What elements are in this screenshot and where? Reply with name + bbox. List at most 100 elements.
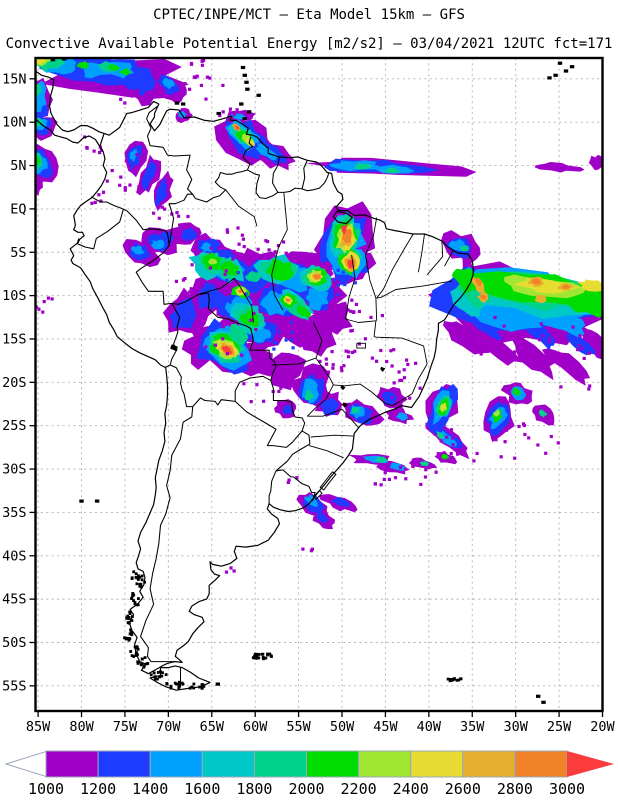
island-speckle [261,652,265,656]
cape-speckle [349,329,353,333]
cape-speckle [119,175,123,179]
cape-speckle [578,334,582,338]
cape-speckle [267,248,271,252]
state-border [376,280,453,299]
island-speckle [130,597,133,600]
cape-speckle [328,326,332,331]
island-speckle [134,603,138,607]
island-speckle [136,647,140,651]
cape-speckle [124,159,128,163]
cape-speckle [101,190,106,194]
state-border [356,342,366,349]
cape-speckle [42,300,46,304]
cape-speckle [517,424,521,429]
cape-speckle [190,263,194,267]
island-speckle [143,580,146,584]
state-border [375,336,428,365]
cape-blob-1800 [304,389,314,401]
cape-blob-1000 [443,321,490,355]
island-dot [180,102,186,106]
lat-tick-label: EQ [10,201,26,217]
cape-speckle [446,458,450,462]
cape-speckle [225,228,229,232]
cape-speckle [404,477,408,481]
island-speckle [200,686,204,690]
lon-tick-label: 30W [503,719,528,735]
island-speckle [131,592,135,595]
island-dot [242,117,247,121]
island-speckle [138,584,142,588]
cape-speckle [588,384,592,388]
cape-blob-1400 [255,143,279,161]
cape-blob-2000 [265,259,294,281]
cape-speckle [310,547,314,551]
lagoon-outline [319,471,337,491]
cape-speckle [568,370,572,374]
lat-tick-label: 10N [2,115,26,131]
cape-speckle [249,283,253,287]
cape-speckle [400,378,404,382]
cape-blob-1400 [473,301,542,332]
cape-speckle [354,302,358,306]
state-border [271,192,288,275]
cape-blob-2800 [285,298,291,303]
island-dot [239,102,244,106]
cape-speckle [272,347,276,351]
cape-speckle [541,334,545,338]
cape-speckle [352,310,356,314]
cape-speckle [342,364,346,368]
state-border [312,322,323,359]
cape-speckle [188,290,192,294]
cape-speckle [357,342,361,346]
lon-tick-label: 65W [200,719,225,735]
island-speckle [129,650,133,653]
country-border [275,430,311,472]
cape-speckle [37,307,41,311]
cape-speckle [244,292,248,296]
cape-speckle [513,350,517,354]
island-speckle [264,656,268,660]
cape-speckle [119,97,123,101]
cape-blob-1400 [129,149,138,162]
state-border [376,233,414,299]
cape-speckle [390,395,394,399]
cape-blob-1200 [331,497,350,508]
coastline [35,118,101,147]
cape-speckle [205,75,209,79]
island-speckle [253,656,257,660]
island-speckle [178,680,181,684]
island-speckle [192,686,196,690]
lake [340,384,346,391]
colorbar-label: 1400 [132,780,168,798]
cape-speckle [336,283,340,287]
cape-speckle [486,340,490,344]
state-border [306,357,334,417]
cape-speckle [308,372,312,376]
cape-speckle [162,207,167,211]
island-speckle [129,628,132,632]
island-speckle [130,619,134,622]
cape-speckle [110,169,114,173]
cape-speckle [510,351,514,355]
cape-speckle [235,108,239,112]
island-speckle [152,671,156,675]
island-dot [547,76,552,80]
cape-speckle [479,352,483,356]
lat-tick-label: 35S [2,505,26,521]
cape-blob-3000 [347,260,354,269]
island-speckle [181,682,185,686]
island-speckle [133,601,137,604]
colorbar-segment [358,750,412,778]
country-border [234,401,303,448]
colorbar-segment [514,750,568,778]
cape-blob-1800 [436,431,445,440]
island-dot [79,499,84,503]
cape-speckle [236,226,240,230]
island-speckle [140,578,144,582]
cape-speckle [344,349,348,353]
island-speckle [455,678,459,682]
cape-speckle [277,290,281,294]
cape-blob-1400 [305,288,329,311]
cape-speckle [177,214,181,218]
